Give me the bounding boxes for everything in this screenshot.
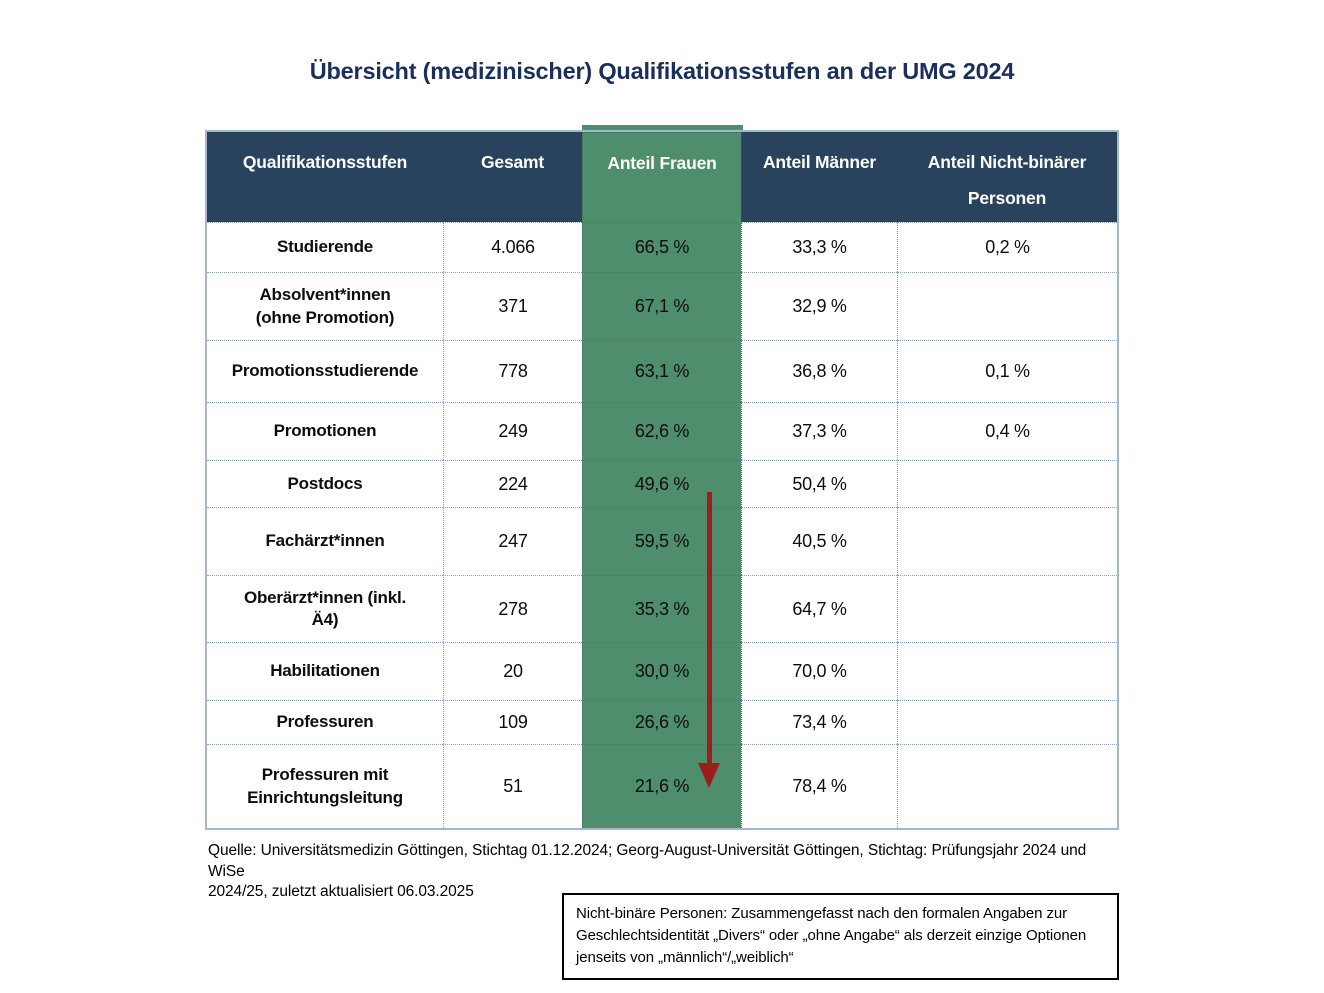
table-row-oberaerztinnen: Oberärzt*innen (inkl. Ä4) 278 35,3 % 64,…: [207, 575, 1117, 642]
maenner-cell: 40,5 %: [741, 507, 897, 575]
nichtbinaer-cell: [897, 575, 1117, 642]
nichtbinaer-cell: 0,4 %: [897, 402, 1117, 460]
nichtbinaer-cell: [897, 272, 1117, 340]
nichtbinaer-cell: [897, 744, 1117, 828]
nichtbinaer-cell: [897, 507, 1117, 575]
gesamt-cell: 109: [443, 700, 582, 744]
frauen-cell: 26,6 %: [582, 700, 741, 744]
gesamt-cell: 224: [443, 460, 582, 507]
maenner-cell: 50,4 %: [741, 460, 897, 507]
row-label-cell: Postdocs: [207, 460, 443, 507]
maenner-cell: 73,4 %: [741, 700, 897, 744]
gesamt-cell: 371: [443, 272, 582, 340]
frauen-cell: 63,1 %: [582, 340, 741, 402]
nichtbinaer-cell: [897, 460, 1117, 507]
gesamt-cell: 51: [443, 744, 582, 828]
gesamt-cell: 278: [443, 575, 582, 642]
row-label-cell: Professuren: [207, 700, 443, 744]
column-header-qualifikationsstufen: Qualifikationsstufen: [207, 132, 443, 222]
frauen-cell: 35,3 %: [582, 575, 741, 642]
column-header-anteil-frauen: Anteil Frauen: [582, 132, 741, 222]
maenner-cell: 70,0 %: [741, 642, 897, 700]
nichtbinaer-cell: 0,2 %: [897, 222, 1117, 272]
nichtbinaer-cell: [897, 700, 1117, 744]
table-row-promotionen: Promotionen 249 62,6 % 37,3 % 0,4 %: [207, 402, 1117, 460]
maenner-cell: 64,7 %: [741, 575, 897, 642]
table-row-fachaerztinnen: Fachärzt*innen 247 59,5 % 40,5 %: [207, 507, 1117, 575]
maenner-cell: 37,3 %: [741, 402, 897, 460]
column-header-gesamt: Gesamt: [443, 132, 582, 222]
nichtbinaer-cell: 0,1 %: [897, 340, 1117, 402]
maenner-cell: 33,3 %: [741, 222, 897, 272]
row-label-cell: Promotionen: [207, 402, 443, 460]
column-header-anteil-nicht-binaerer-personen: Anteil Nicht-binärer Personen: [897, 132, 1117, 222]
source-line-2: 2024/25, zuletzt aktualisiert 06.03.2025: [208, 883, 474, 901]
nichtbinaer-cell: [897, 642, 1117, 700]
maenner-cell: 78,4 %: [741, 744, 897, 828]
row-label-cell: Absolvent*innen (ohne Promotion): [207, 272, 443, 340]
frauen-cell: 67,1 %: [582, 272, 741, 340]
gesamt-cell: 247: [443, 507, 582, 575]
gesamt-cell: 249: [443, 402, 582, 460]
row-label-cell: Fachärzt*innen: [207, 507, 443, 575]
gesamt-cell: 778: [443, 340, 582, 402]
table-row-studierende: Studierende 4.066 66,5 % 33,3 % 0,2 %: [207, 222, 1117, 272]
row-label-cell: Professuren mit Einrichtungsleitung: [207, 744, 443, 828]
table-row-promotionsstudierende: Promotionsstudierende 778 63,1 % 36,8 % …: [207, 340, 1117, 402]
page-title: Übersicht (medizinischer) Qualifikations…: [309, 58, 1015, 84]
row-label-cell: Studierende: [207, 222, 443, 272]
frauen-cell: 59,5 %: [582, 507, 741, 575]
table-row-absolventinnen: Absolvent*innen (ohne Promotion) 371 67,…: [207, 272, 1117, 340]
source-note: Quelle: Universitätsmedizin Göttingen, S…: [208, 841, 1116, 903]
maenner-cell: 36,8 %: [741, 340, 897, 402]
table-row-professuren: Professuren 109 26,6 % 73,4 %: [207, 700, 1117, 744]
maenner-cell: 32,9 %: [741, 272, 897, 340]
gesamt-cell: 20: [443, 642, 582, 700]
gesamt-cell: 4.066: [443, 222, 582, 272]
row-label-cell: Promotionsstudierende: [207, 340, 443, 402]
frauen-cell: 62,6 %: [582, 402, 741, 460]
table-header-row: Qualifikationsstufen Gesamt Anteil Fraue…: [207, 132, 1117, 222]
source-line-1: Quelle: Universitätsmedizin Göttingen, S…: [208, 842, 1087, 880]
highlight-column-overlay: [582, 125, 743, 132]
nonbinary-definition-text: Nicht-binäre Personen: Zusammengefasst n…: [576, 905, 1087, 966]
column-header-anteil-maenner: Anteil Männer: [741, 132, 897, 222]
frauen-cell: 30,0 %: [582, 642, 741, 700]
frauen-cell: 49,6 %: [582, 460, 741, 507]
frauen-cell: 66,5 %: [582, 222, 741, 272]
qualification-table-grid: Qualifikationsstufen Gesamt Anteil Fraue…: [207, 132, 1117, 828]
table-row-postdocs: Postdocs 224 49,6 % 50,4 %: [207, 460, 1117, 507]
table-row-professuren-mit-einrichtungsleitung: Professuren mit Einrichtungsleitung 51 2…: [207, 744, 1117, 828]
row-label-cell: Oberärzt*innen (inkl. Ä4): [207, 575, 443, 642]
qualification-table: Qualifikationsstufen Gesamt Anteil Fraue…: [205, 130, 1119, 830]
table-row-habilitationen: Habilitationen 20 30,0 % 70,0 %: [207, 642, 1117, 700]
nonbinary-definition-box: Nicht-binäre Personen: Zusammengefasst n…: [562, 893, 1119, 981]
frauen-cell: 21,6 %: [582, 744, 741, 828]
row-label-cell: Habilitationen: [207, 642, 443, 700]
